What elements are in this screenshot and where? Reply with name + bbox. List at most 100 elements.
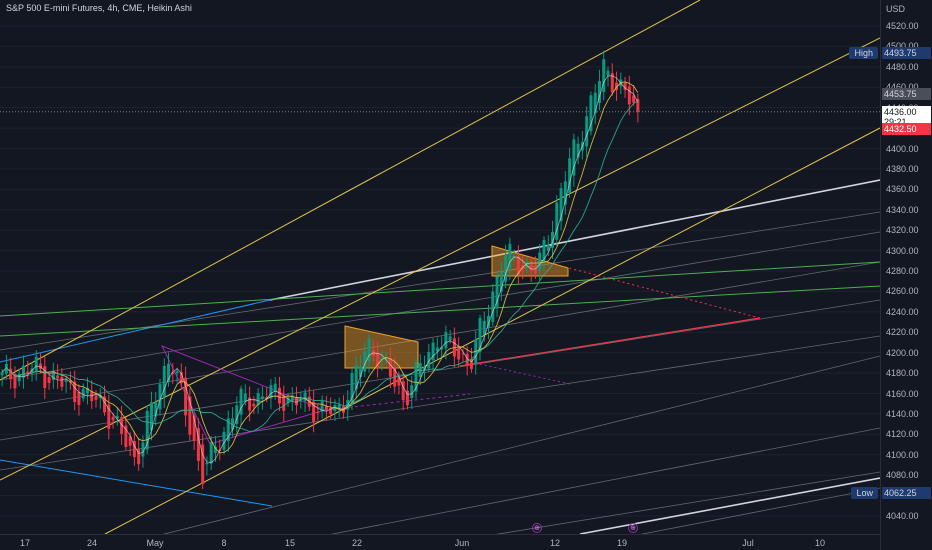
candle-body <box>627 86 631 105</box>
time-tick: 10 <box>814 538 826 548</box>
candle-body <box>487 315 491 328</box>
price-tick: 4460.00 <box>886 82 919 92</box>
candle-body <box>555 202 559 240</box>
chart-pane[interactable] <box>0 0 880 534</box>
candle-body <box>482 320 486 335</box>
price-tick: 4520.00 <box>886 21 919 31</box>
candle-body <box>546 244 550 251</box>
price-tick: 4260.00 <box>886 286 919 297</box>
candle-body <box>589 95 593 132</box>
candle-body <box>448 336 452 341</box>
trend-line <box>0 211 880 351</box>
candle-body <box>478 318 482 352</box>
price-tick: 4180.00 <box>886 368 919 379</box>
time-tick: Jul <box>742 538 754 548</box>
candle-body <box>77 391 81 406</box>
low-tag: Low <box>851 487 878 500</box>
candle-body <box>359 366 363 377</box>
candle-body <box>435 347 439 352</box>
candle-body <box>401 381 405 401</box>
moving-average-line <box>1 75 639 463</box>
level-price-label: 4453.75 <box>882 87 931 100</box>
candle-body <box>269 385 273 399</box>
candle-body <box>299 400 303 402</box>
trend-line-blue <box>0 299 271 363</box>
trend-line-red <box>459 317 761 367</box>
candle-body <box>205 462 209 465</box>
price-tick: 4120.00 <box>886 429 919 440</box>
candle-body <box>525 261 529 268</box>
candle-body <box>13 374 17 389</box>
candle-body <box>85 387 89 394</box>
trend-line <box>640 487 880 534</box>
candle-body <box>47 377 51 384</box>
price-tick: 4040.00 <box>886 511 919 521</box>
time-tick: 24 <box>86 538 98 548</box>
candle-body <box>282 395 286 411</box>
channel-line <box>104 127 880 534</box>
candle-body <box>184 377 188 416</box>
candle-body <box>260 396 264 400</box>
candle-body <box>94 395 98 400</box>
candle-body <box>201 444 205 485</box>
candle-body <box>606 70 610 76</box>
low-price-label: 4062.25 <box>882 487 931 500</box>
candle-body <box>397 377 401 386</box>
candle-body <box>597 80 601 104</box>
candle-body <box>384 357 388 360</box>
candle-body <box>469 359 473 369</box>
price-tick: 4140.00 <box>886 408 919 419</box>
candle-body <box>615 82 619 90</box>
high-tag: High <box>849 46 878 59</box>
candle-body <box>508 243 512 269</box>
event-icon[interactable]: ⊕ <box>628 523 638 533</box>
candle-body <box>256 393 260 406</box>
candle-body <box>324 406 328 410</box>
candle-body <box>171 372 175 375</box>
candle-body <box>39 363 43 369</box>
time-tick: 19 <box>616 538 628 548</box>
chart-title: S&P 500 E-mini Futures, 4h, CME, Heikin … <box>6 3 192 13</box>
trend-line <box>0 231 880 381</box>
candle-body <box>0 372 4 376</box>
candle-body <box>533 267 537 274</box>
candle-body <box>491 291 495 322</box>
event-icon[interactable]: ⊕ <box>532 523 542 533</box>
candle-body <box>414 361 418 392</box>
candle-body <box>495 276 499 307</box>
price-axis[interactable]: USD4520.004500.004480.004460.004440.0044… <box>880 0 932 550</box>
time-axis[interactable]: 17 24 May 8 15 22 Jun 12 19 Jul 10 <box>0 534 880 550</box>
trend-line-green <box>0 261 880 317</box>
trend-line <box>0 261 880 411</box>
high-price-label: 4493.75 <box>882 46 931 59</box>
price-tick: 4300.00 <box>886 245 919 256</box>
price-tick: 4280.00 <box>886 266 919 276</box>
candle-body <box>9 368 13 380</box>
candle-body <box>329 408 333 415</box>
candle-body <box>376 352 380 369</box>
price-chart[interactable] <box>0 0 880 534</box>
candle-body <box>367 338 371 362</box>
candle-body <box>26 371 30 373</box>
time-tick: Jun <box>454 538 470 548</box>
candle-body <box>623 82 627 91</box>
price-tick: 4320.00 <box>886 225 919 236</box>
candle-body <box>167 363 171 382</box>
candle-body <box>209 442 213 464</box>
candle-body <box>363 351 367 372</box>
trend-line <box>330 427 880 534</box>
candle-body <box>34 356 38 371</box>
candle-body <box>21 365 25 378</box>
candle-body <box>43 366 47 389</box>
candle-body <box>427 352 431 369</box>
candle-body <box>162 365 166 397</box>
candle-body <box>499 271 503 292</box>
price-tick: 4340.00 <box>886 204 919 215</box>
candle-body <box>128 436 132 446</box>
price-tick: 4200.00 <box>886 347 919 358</box>
candle-body <box>137 448 141 465</box>
candle-body <box>141 442 145 457</box>
candle-body <box>124 425 128 447</box>
candle-body <box>290 395 294 401</box>
candle-body <box>188 396 192 435</box>
